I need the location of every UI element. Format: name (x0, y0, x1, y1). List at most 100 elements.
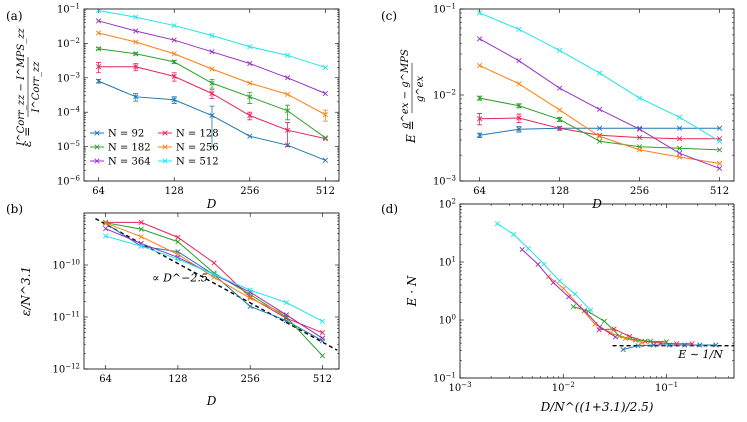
axes-frame (83, 212, 340, 370)
legend-label-N92: N = 92 (108, 129, 144, 140)
legend-marker-N92 (94, 130, 100, 136)
data-point-N364 (550, 280, 556, 286)
data-point-N256 (592, 321, 598, 327)
data-point-N364 (516, 58, 522, 64)
data-point-N92 (635, 343, 641, 349)
data-point-N92 (697, 342, 703, 348)
svg-text:g^ex: g^ex (415, 75, 426, 102)
plot-area (494, 220, 734, 353)
axes-frame (459, 203, 735, 379)
data-point-N364 (596, 106, 603, 113)
data-point-N92 (95, 78, 102, 84)
series-line-N512 (105, 235, 323, 322)
data-point-N256 (95, 30, 102, 36)
x-tick-label: 128 (168, 374, 187, 385)
series-line-N182 (479, 97, 720, 151)
data-point-N364 (612, 334, 619, 340)
data-point-N182 (556, 116, 563, 123)
data-point-N512 (171, 22, 177, 29)
svg-text:g^ex − g^MPS: g^ex − g^MPS (400, 49, 411, 129)
panel-d: 10−1 100 101 102 10−3 10−2 10−1 (d) D/N^((1+3.1)… (381, 198, 735, 414)
data-point-N256 (138, 234, 144, 240)
x-tick-label: 512 (313, 374, 332, 385)
y-axis-label: E · N (405, 275, 419, 307)
data-point-N512 (556, 278, 563, 284)
data-point-N512 (716, 138, 723, 144)
data-point-N92 (651, 342, 657, 348)
x-tick-label: 256 (240, 186, 259, 197)
data-point-N512 (516, 26, 522, 32)
data-point-N128 (319, 330, 326, 336)
data-point-N128 (676, 136, 683, 142)
data-point-N512 (209, 32, 215, 39)
data-point-N512 (541, 261, 547, 267)
data-point-N256 (476, 62, 483, 69)
y-tick-label: 101 (439, 256, 456, 269)
data-point-N364 (283, 312, 289, 318)
y-axis-label: E =g^ex − g^MPS g^ex (400, 49, 426, 144)
plot-area (95, 9, 329, 163)
data-point-N182 (319, 353, 326, 359)
data-point-N364 (581, 308, 587, 314)
x-tick-label: 10−2 (552, 381, 575, 394)
data-point-N256 (622, 335, 629, 342)
data-point-N182 (716, 147, 723, 153)
y-tick-label: 10−1 (433, 3, 456, 16)
data-point-N92 (171, 97, 177, 103)
x-tick-label: 10−1 (655, 381, 678, 394)
x-tick-label: 64 (99, 374, 112, 385)
data-point-N256 (247, 80, 253, 86)
legend-label-N182: N = 182 (108, 143, 151, 154)
data-point-N256 (171, 51, 177, 57)
series-line-N512 (479, 12, 720, 142)
x-tick-label: 64 (473, 186, 486, 197)
data-point-N512 (476, 10, 483, 16)
data-point-N364 (322, 90, 329, 97)
y-tick-label: 10−10 (52, 259, 80, 272)
data-point-N92 (209, 112, 215, 119)
data-point-N512 (322, 64, 329, 71)
legend-marker-N512 (162, 158, 168, 164)
panel-label: (a) (6, 9, 23, 23)
data-point-N364 (556, 85, 563, 91)
data-point-N128 (556, 125, 563, 131)
error-bar (247, 91, 253, 104)
data-point-N512 (494, 220, 500, 227)
data-point-N182 (247, 94, 253, 100)
axes-frame (83, 8, 340, 182)
data-point-N256 (639, 339, 645, 346)
data-point-N182 (209, 80, 215, 86)
data-point-N182 (171, 59, 177, 65)
data-point-N182 (663, 339, 670, 345)
data-point-N364 (716, 165, 723, 172)
data-point-N512 (572, 291, 578, 297)
data-point-N512 (138, 243, 144, 249)
x-axis-label: D (206, 197, 217, 211)
data-point-N92 (247, 133, 253, 139)
x-tick-label: 512 (316, 186, 335, 197)
svg-text:E =: E = (404, 120, 418, 144)
data-point-N256 (247, 295, 253, 301)
y-tick-label: 10−3 (57, 71, 80, 84)
data-point-N512 (133, 14, 139, 20)
plot-area (476, 10, 723, 172)
legend-label-N256: N = 256 (176, 143, 219, 154)
data-point-N364 (597, 324, 603, 330)
data-point-N364 (519, 246, 525, 253)
y-tick-label: 10−11 (52, 311, 80, 324)
series-line-N92 (479, 127, 720, 136)
data-point-N128 (171, 73, 177, 79)
data-point-N92 (476, 132, 483, 138)
panel-label: (d) (381, 202, 398, 216)
data-point-N364 (133, 28, 139, 34)
data-point-N182 (95, 46, 102, 52)
data-point-N364 (103, 226, 109, 232)
data-point-N92 (516, 126, 522, 132)
legend-label-N128: N = 128 (176, 129, 219, 140)
x-tick-label: 128 (550, 186, 569, 197)
y-tick-label: 102 (439, 198, 456, 211)
data-point-N512 (636, 95, 643, 101)
data-point-N256 (322, 112, 329, 118)
panel-b: 10−12 10−11 10−10 64 128 256 512 (b) Dε/N^3.1 ∝ D… (6, 202, 340, 408)
